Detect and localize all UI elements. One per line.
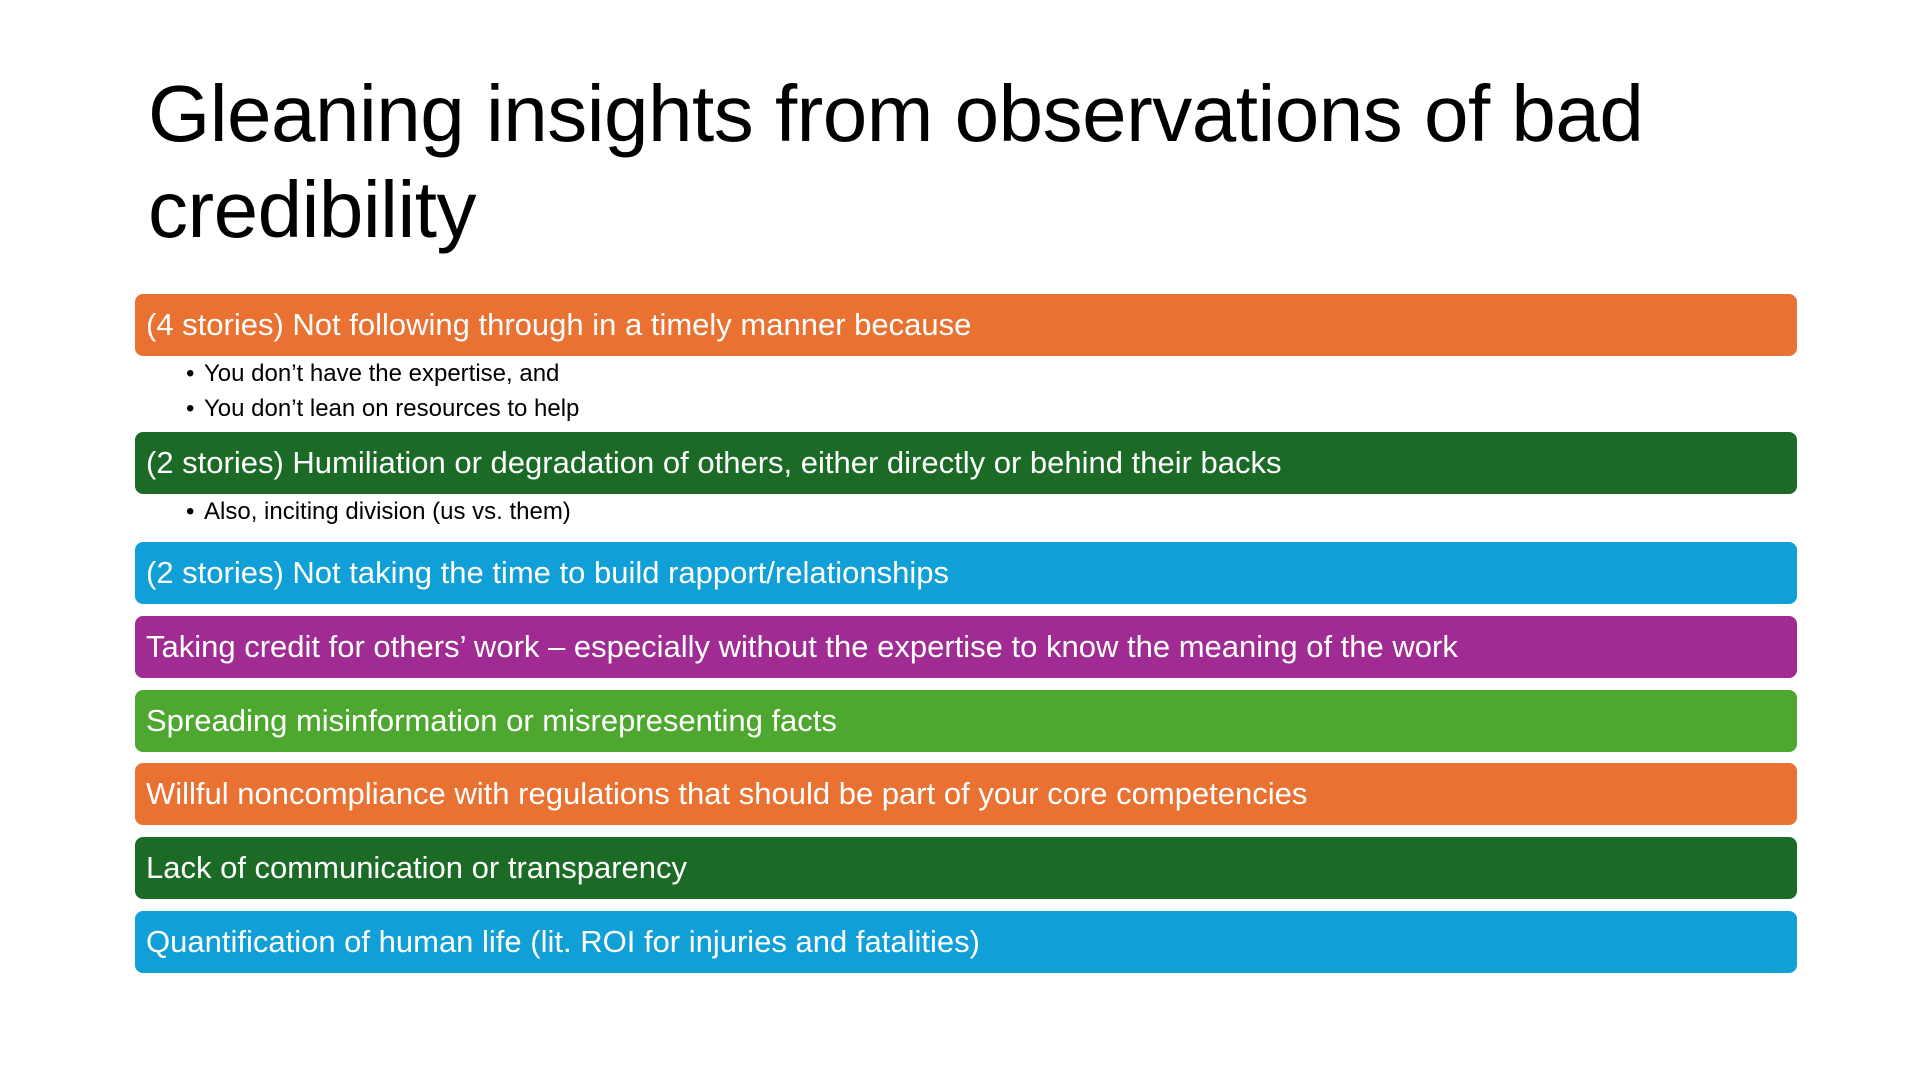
bullet-glyph: • bbox=[186, 498, 195, 525]
sub-item-text: You don’t have the expertise, and bbox=[204, 360, 560, 387]
item-1-sublist: • You don’t have the expertise, and • You … bbox=[186, 356, 579, 426]
sub-item-text: Also, inciting division (us vs. them) bbox=[204, 498, 571, 525]
item-bar-5: Spreading misinformation or misrepresent… bbox=[135, 690, 1797, 752]
bullet-glyph: • bbox=[186, 395, 195, 422]
item-bar-3: (2 stories) Not taking the time to build… bbox=[135, 542, 1797, 604]
item-bar-8: Quantification of human life (lit. ROI f… bbox=[135, 911, 1797, 973]
item-bar-1: (4 stories) Not following through in a t… bbox=[135, 294, 1797, 356]
list-item: • You don’t lean on resources to help bbox=[186, 391, 579, 426]
sub-item-text: You don’t lean on resources to help bbox=[204, 395, 580, 422]
item-bar-2: (2 stories) Humiliation or degradation o… bbox=[135, 432, 1797, 494]
bullet-glyph: • bbox=[186, 360, 195, 387]
item-2-sublist: • Also, inciting division (us vs. them) bbox=[186, 494, 571, 529]
list-item: • Also, inciting division (us vs. them) bbox=[186, 494, 571, 529]
slide-title: Gleaning insights from observations of b… bbox=[148, 69, 1644, 254]
item-bar-7: Lack of communication or transparency bbox=[135, 837, 1797, 899]
item-bar-6: Willful noncompliance with regulations t… bbox=[135, 763, 1797, 825]
list-item: • You don’t have the expertise, and bbox=[186, 356, 579, 391]
item-bar-4: Taking credit for others’ work – especia… bbox=[135, 616, 1797, 678]
